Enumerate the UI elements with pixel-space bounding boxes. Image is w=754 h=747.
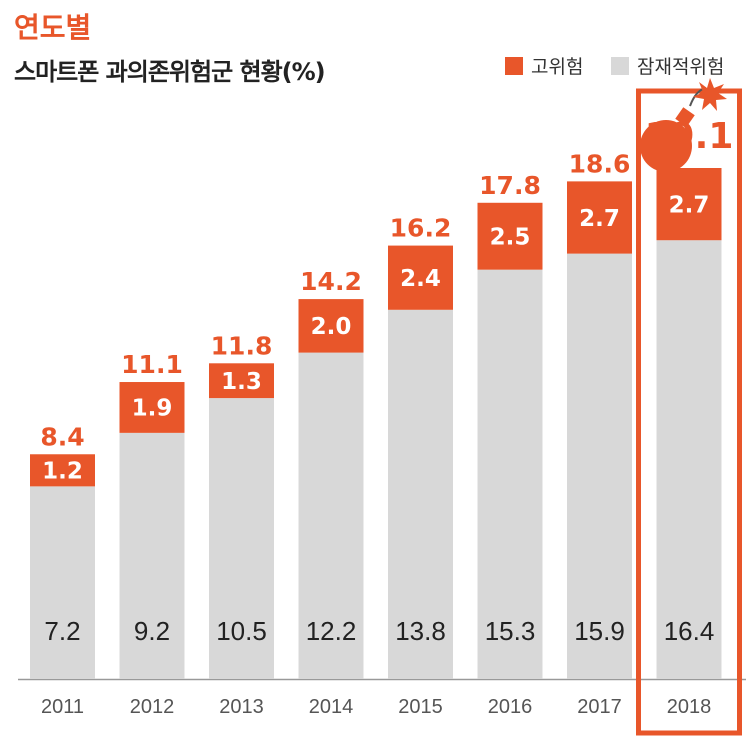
data-label-potential-risk-2013: 10.5 <box>216 616 267 646</box>
data-label-total-2017: 18.6 <box>569 149 631 178</box>
bar-potential-risk-2018 <box>656 240 722 679</box>
bar-high-risk-2015 <box>388 245 453 310</box>
legend-label-potential-risk: 잠재적위험 <box>637 56 725 78</box>
legend-label-high-risk: 고위험 <box>531 56 584 78</box>
bar-high-risk-2018 <box>656 168 722 241</box>
x-tick-label-2014: 2014 <box>309 696 354 718</box>
bar-high-risk-2012 <box>119 382 185 433</box>
legend-item-high-risk: 고위험 <box>505 52 583 79</box>
chart-subtitle: 스마트폰 과의존위험군 현황(%) <box>14 58 326 86</box>
data-label-high-risk-2013: 1.3 <box>221 369 262 395</box>
legend-item-potential-risk: 잠재적위험 <box>611 52 724 79</box>
bar-high-risk-2013 <box>209 363 274 399</box>
data-label-potential-risk-2012: 9.2 <box>134 616 170 646</box>
data-label-total-2011: 8.4 <box>40 422 84 451</box>
bar-potential-risk-2013 <box>209 398 274 679</box>
data-label-high-risk-2018: 2.7 <box>669 192 710 218</box>
bar-high-risk-2011 <box>30 454 95 487</box>
data-label-total-2016: 17.8 <box>479 171 541 200</box>
highlight-frame-2018 <box>636 88 742 736</box>
legend-swatch-high-risk <box>505 56 523 75</box>
data-label-total-2012: 11.1 <box>121 350 183 379</box>
legend-swatch-potential-risk <box>611 56 629 75</box>
bomb-icon <box>640 78 727 172</box>
x-tick-label-2013: 2013 <box>219 696 264 718</box>
data-label-high-risk-2014: 2.0 <box>311 314 352 340</box>
bar-potential-risk-2012 <box>119 432 185 679</box>
bar-potential-risk-2014 <box>298 352 364 679</box>
bar-high-risk-2017 <box>567 181 632 254</box>
bar-high-risk-2016 <box>477 202 543 270</box>
data-label-potential-risk-2011: 7.2 <box>44 616 80 646</box>
data-label-potential-risk-2017: 15.9 <box>574 616 625 646</box>
data-label-high-risk-2011: 1.2 <box>42 459 83 485</box>
data-label-total-2014: 14.2 <box>300 267 362 296</box>
data-label-potential-risk-2018: 16.4 <box>664 616 715 646</box>
bar-potential-risk-2016 <box>477 269 543 679</box>
chart-title: 연도별 <box>14 11 92 44</box>
data-label-total-2015: 16.2 <box>390 214 452 243</box>
data-label-potential-risk-2016: 15.3 <box>485 616 536 646</box>
bar-high-risk-2014 <box>298 299 364 353</box>
data-label-total-2013: 11.8 <box>211 331 273 360</box>
x-tick-label-2015: 2015 <box>398 696 443 718</box>
x-tick-label-2017: 2017 <box>577 696 622 718</box>
data-label-high-risk-2016: 2.5 <box>490 225 531 251</box>
bar-potential-risk-2011 <box>30 486 95 679</box>
data-label-high-risk-2012: 1.9 <box>132 396 173 422</box>
bar-potential-risk-2015 <box>388 309 453 679</box>
bar-potential-risk-2017 <box>567 253 632 680</box>
x-tick-label-2018: 2018 <box>667 696 712 718</box>
x-tick-label-2016: 2016 <box>488 696 533 718</box>
x-tick-label-2012: 2012 <box>130 696 175 718</box>
data-label-potential-risk-2015: 13.8 <box>395 616 446 646</box>
data-label-potential-risk-2014: 12.2 <box>306 616 357 646</box>
x-tick-label-2011: 2011 <box>41 696 84 718</box>
data-label-high-risk-2017: 2.7 <box>579 206 620 232</box>
data-label-high-risk-2015: 2.4 <box>400 266 441 292</box>
